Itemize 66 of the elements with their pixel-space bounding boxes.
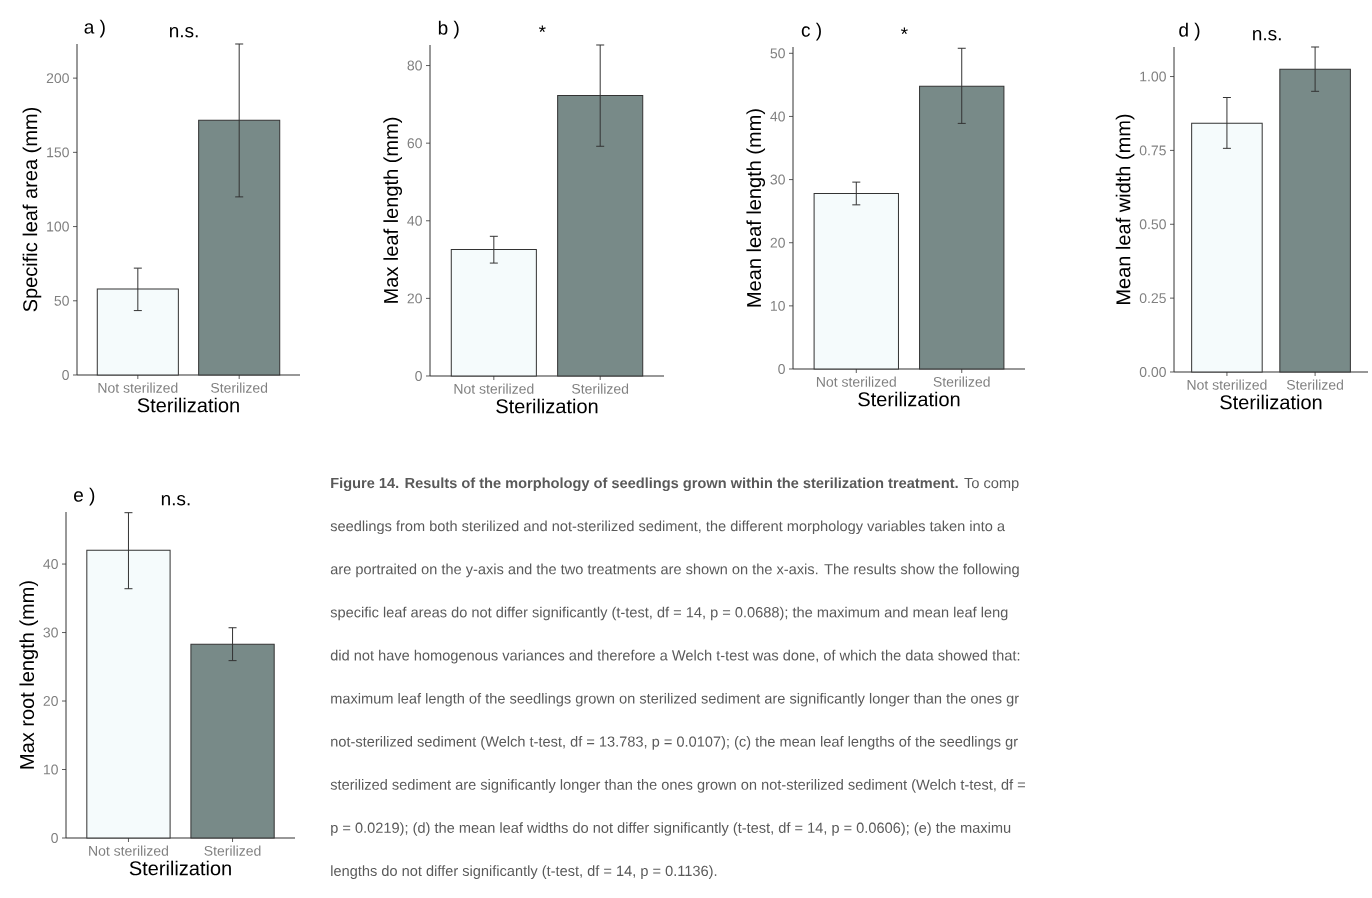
text: Figure 14. Results of the morphology of seedlings grown within the sterilization treatment. To comp [331, 477, 1019, 492]
text: n.s. [161, 495, 190, 506]
y-tick-label: 150 [47, 147, 69, 158]
y-tick-label: 0 [778, 364, 785, 374]
x-tick-label: Not sterilized [816, 376, 896, 387]
chart-title: c ) [801, 22, 821, 41]
text: * [900, 27, 908, 35]
x-tick-label: Sterilized [211, 382, 268, 393]
chart-title: e ) [74, 487, 95, 506]
y-tick-label: 40 [770, 111, 785, 122]
x-tick-label: Not sterilized [454, 383, 534, 394]
y-tick-label: 30 [43, 627, 58, 638]
y-tick-label: 20 [407, 293, 422, 304]
text: * [538, 25, 546, 33]
x-tick-label: Not sterilized [1187, 379, 1267, 390]
y-tick-label: 1.00 [1140, 71, 1166, 82]
y-tick-label: 20 [770, 237, 785, 248]
x-axis-title: Sterilization [129, 860, 231, 876]
y-tick-label: 50 [770, 48, 785, 59]
chart-title: d ) [1179, 22, 1200, 41]
y-tick-label: 100 [47, 221, 69, 232]
x-axis-title: Sterilization [137, 397, 239, 413]
x-axis-title: Sterilization [496, 398, 598, 414]
y-tick-label: 60 [407, 138, 422, 149]
chart-title: b ) [438, 20, 459, 39]
y-tick-label: 40 [43, 559, 58, 570]
y-axis-title: Max leaf length (mm) [383, 117, 403, 303]
y-tick-label: 0.75 [1139, 145, 1166, 156]
y-axis-title: Mean leaf width (mm) [1115, 114, 1135, 304]
text: maximum leaf length of the seedlings grown on sterilized sediment are significantly longer than the ones gr [331, 692, 1019, 707]
text: specific leaf areas do not differ significantly (t-test, df = 14, p = 0.0688); the maximum and mean leaf leng [330, 606, 1008, 621]
y-axis-title: Specific leaf area (mm) [22, 107, 42, 312]
x-tick-label: Sterilized [933, 376, 990, 387]
text: n.s. [169, 27, 198, 38]
x-axis-title: Sterilization [858, 391, 960, 407]
chart-title: a ) [84, 19, 105, 38]
y-tick-label: 200 [46, 73, 69, 84]
text: seedlings from both sterilized and not-sterilized sediment, the different morphology variables taken into a [330, 520, 1006, 535]
y-tick-label: 0.25 [1139, 293, 1166, 304]
y-tick-label: 0.00 [1139, 367, 1166, 377]
y-tick-label: 0 [62, 370, 69, 380]
y-tick-label: 0 [51, 833, 58, 843]
y-tick-label: 50 [54, 295, 69, 306]
x-axis-title: Sterilization [1220, 394, 1322, 410]
x-tick-label: Sterilized [572, 383, 629, 394]
y-tick-label: 10 [770, 300, 785, 311]
y-axis-title: Max root length (mm) [19, 581, 39, 769]
x-tick-label: Not sterilized [98, 382, 178, 393]
y-axis-title: Mean leaf length (mm) [746, 109, 766, 307]
y-tick-label: 20 [43, 696, 58, 706]
y-tick-label: 80 [407, 60, 422, 71]
y-tick-label: 10 [43, 764, 58, 775]
y-tick-label: 0 [415, 371, 422, 381]
text: sterilized sediment are significantly longer than the ones grown on not-sterilized sediment (Welch t-test, df = [330, 779, 1025, 793]
text: n.s. [1253, 30, 1281, 41]
text: did not have homogenous variances and therefore a Welch t-test was done, of which the data showed that: [330, 649, 1020, 664]
y-tick-label: 30 [770, 174, 785, 185]
text: not-sterilized sediment (Welch t-test, df = 13.783, p = 0.0107); (c) the mean leaf lengths of the seedlings gr [331, 736, 1018, 750]
y-tick-label: 0.50 [1139, 219, 1166, 230]
text: p = 0.0219); (d) the mean leaf widths do not differ significantly (t-test, df = 14, p = 0.0606); (e) the maximu [331, 822, 1011, 836]
x-tick-label: Sterilized [1286, 379, 1343, 390]
x-tick-label: Sterilized [204, 845, 261, 856]
y-tick-label: 40 [407, 215, 422, 226]
text: lengths do not differ significantly (t-test, df = 14, p = 0.1136). [331, 865, 717, 879]
x-tick-label: Not sterilized [89, 845, 168, 856]
text: are portraited on the y-axis and the two treatments are shown on the x-axis. The results show the following [330, 563, 1019, 578]
